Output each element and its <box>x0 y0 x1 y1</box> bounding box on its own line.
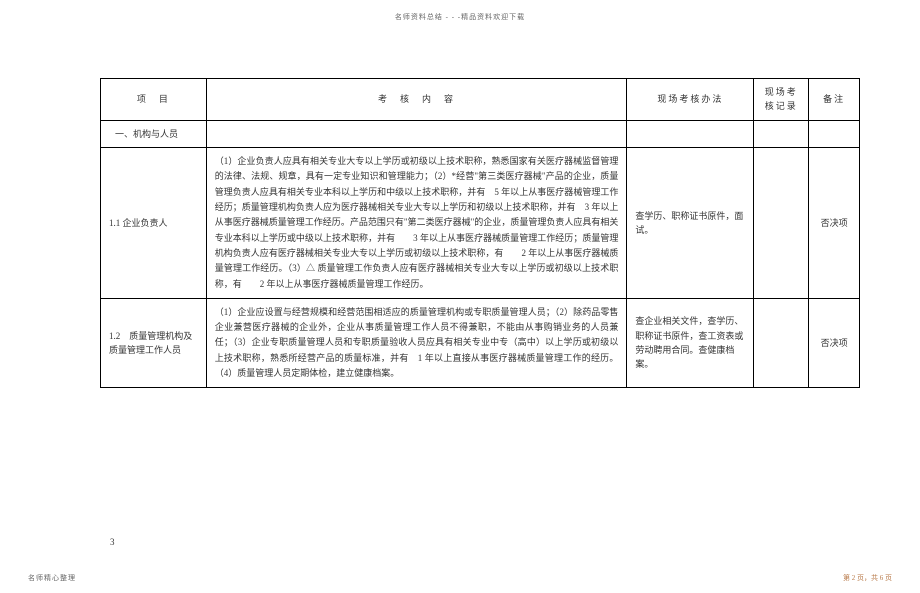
col-header-content: 考 核 内 容 <box>206 79 627 121</box>
table-row: 1.2 质量管理机构及质量管理工作人员 （1）企业应设置与经营规模和经营范围相适… <box>101 298 860 387</box>
section-title: 一、机构与人员 <box>101 120 207 147</box>
footer-left: 名师精心整理 <box>28 573 76 583</box>
row-item: 1.2 质量管理机构及质量管理工作人员 <box>101 298 207 387</box>
row-record <box>754 298 809 387</box>
section-empty <box>809 120 860 147</box>
header-row: 项 目 考 核 内 容 现场考核办法 现场考核记录 备注 <box>101 79 860 121</box>
col-header-note: 备注 <box>809 79 860 121</box>
section-empty <box>206 120 627 147</box>
row-item: 1.1 企业负责人 <box>101 148 207 299</box>
row-method: 查企业相关文件，查学历、职称证书原件，查工资表或劳动聘用合同。查健康档案。 <box>627 298 754 387</box>
footer-right: 第 2 页，共 6 页 <box>843 573 892 583</box>
row-note: 否决项 <box>809 148 860 299</box>
col-header-item: 项 目 <box>101 79 207 121</box>
row-method: 查学历、职称证书原件，面试。 <box>627 148 754 299</box>
col-header-record: 现场考核记录 <box>754 79 809 121</box>
col-header-method: 现场考核办法 <box>627 79 754 121</box>
row-content: （1）企业负责人应具有相关专业大专以上学历或初级以上技术职称，熟悉国家有关医疗器… <box>206 148 627 299</box>
row-content: （1）企业应设置与经营规模和经营范围相适应的质量管理机构或专职质量管理人员；（2… <box>206 298 627 387</box>
row-note: 否决项 <box>809 298 860 387</box>
row-record <box>754 148 809 299</box>
section-row: 一、机构与人员 <box>101 120 860 147</box>
table-row: 1.1 企业负责人 （1）企业负责人应具有相关专业大专以上学历或初级以上技术职称… <box>101 148 860 299</box>
assessment-table: 项 目 考 核 内 容 现场考核办法 现场考核记录 备注 一、机构与人员 1.1… <box>100 78 860 388</box>
section-empty <box>627 120 754 147</box>
header-note: 名师资料总结 - - -精品资料欢迎下载 <box>395 12 525 22</box>
section-empty <box>754 120 809 147</box>
page-number-small: 3 <box>110 537 115 547</box>
